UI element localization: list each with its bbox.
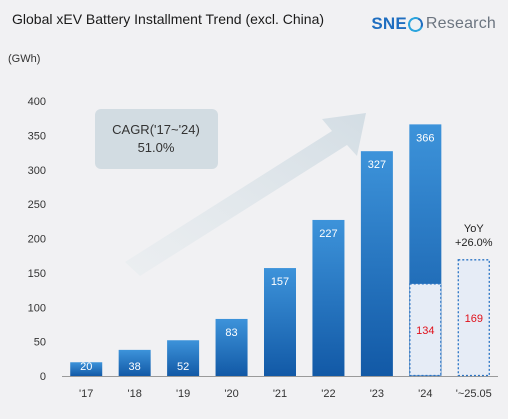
y-tick-label: 100: [28, 302, 46, 314]
bar: [167, 340, 200, 376]
axes: 0 50 100 150 200 250 300 350 400 '17 '18 '19 '20 '21 '…: [28, 96, 498, 400]
bar-value-label: 20: [80, 361, 92, 373]
bar-value-label: 38: [129, 361, 141, 373]
bar: [312, 219, 345, 376]
partial-bar: [457, 259, 490, 377]
bar: [118, 349, 151, 376]
partial-bar: [409, 283, 442, 377]
y-tick-label: 50: [34, 337, 46, 349]
bar: [360, 151, 393, 376]
trend-arrow: [125, 113, 366, 276]
trend-arrow-shape: [125, 113, 366, 276]
yoy-value: +26.0%: [455, 237, 493, 249]
sne-research-logo: SNE Research: [371, 14, 496, 34]
x-tick-label: '21: [273, 388, 287, 400]
y-tick-label: 300: [28, 165, 46, 177]
x-tick-label: '~25.05: [456, 388, 492, 400]
bar-value-label: 327: [368, 159, 386, 171]
x-tick-label: '22: [321, 388, 335, 400]
y-tick-label: 200: [28, 234, 46, 246]
annotations: CAGR('17~'24) 51.0% YoY +26.0%: [95, 109, 493, 249]
x-tick-label: '19: [176, 388, 190, 400]
bar-value-label: 52: [177, 361, 189, 373]
x-tick-label: '24: [418, 388, 432, 400]
partial-value-label: 134: [416, 325, 434, 337]
x-tick-label: '20: [224, 388, 238, 400]
cagr-value: 51.0%: [138, 140, 175, 155]
y-tick-label: 400: [28, 96, 46, 108]
x-tick-label: '23: [370, 388, 384, 400]
logo-brand: SNE: [371, 14, 407, 33]
cagr-label: CAGR('17~'24): [112, 122, 200, 137]
bar-value-label: 227: [319, 228, 337, 240]
chart-title: Global xEV Battery Installment Trend (ex…: [12, 11, 325, 27]
bar-value-label: 366: [416, 132, 434, 144]
x-tick-label: '18: [127, 388, 141, 400]
bar-value-label: 157: [271, 276, 289, 288]
y-tick-label: 0: [40, 371, 46, 383]
cagr-box: [95, 109, 218, 169]
y-axis-unit: (GWh): [8, 53, 41, 65]
bar: [215, 318, 248, 376]
yoy-label: YoY: [464, 223, 484, 235]
bar: [70, 362, 103, 376]
partial-value-label: 169: [465, 313, 483, 325]
logo-suffix: Research: [425, 15, 496, 32]
y-tick-label: 250: [28, 199, 46, 211]
y-tick-label: 350: [28, 130, 46, 142]
bars: 20 38 52 83 157 227 327 366 134 169: [70, 124, 490, 377]
x-tick-label: '17: [79, 388, 93, 400]
y-tick-label: 150: [28, 268, 46, 280]
bar-value-label: 83: [225, 327, 237, 339]
bar: [264, 268, 296, 376]
